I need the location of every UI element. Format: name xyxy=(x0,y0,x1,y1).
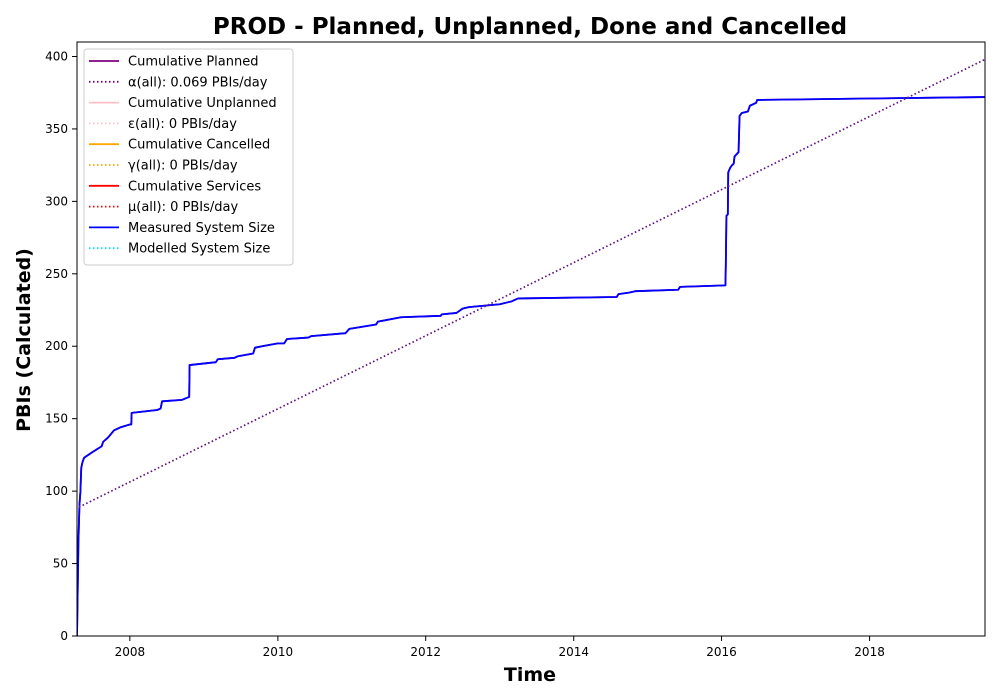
x-axis: 2008 2010 2012 2014 2016 2018 xyxy=(115,636,885,659)
x-axis-title: Time xyxy=(504,664,556,686)
y-tick-label: 250 xyxy=(45,267,68,281)
legend-label: Cumulative Unplanned xyxy=(128,96,277,111)
legend-label: ε(all): 0 PBIs/day xyxy=(128,117,237,132)
x-tick-label: 2014 xyxy=(558,645,589,659)
y-tick-label: 200 xyxy=(45,339,68,353)
legend-label: Cumulative Planned xyxy=(128,55,258,70)
series-line-all-0-069-pbis-day xyxy=(78,58,985,508)
y-tick-label: 50 xyxy=(53,557,68,571)
y-tick-label: 400 xyxy=(45,49,68,63)
x-tick-label: 2018 xyxy=(854,645,885,659)
x-tick-label: 2010 xyxy=(263,645,294,659)
x-tick-label: 2012 xyxy=(410,645,441,659)
y-tick-label: 0 xyxy=(60,629,68,643)
y-tick-label: 350 xyxy=(45,122,68,136)
legend-label: Modelled System Size xyxy=(128,242,270,257)
x-tick-label: 2016 xyxy=(706,645,737,659)
legend-label: μ(all): 0 PBIs/day xyxy=(128,200,238,215)
legend-label: Measured System Size xyxy=(128,221,275,236)
legend-label: Cumulative Cancelled xyxy=(128,138,270,153)
series-line-measured-system-size xyxy=(77,96,985,636)
legend-label: α(all): 0.069 PBIs/day xyxy=(128,75,268,90)
y-tick-label: 100 xyxy=(45,484,68,498)
y-axis-title: PBIs (Calculated) xyxy=(13,248,35,432)
legend-label: Cumulative Services xyxy=(128,179,261,194)
y-tick-label: 150 xyxy=(45,412,68,426)
legend-label: γ(all): 0 PBIs/day xyxy=(128,159,238,174)
plot-frame xyxy=(76,41,986,637)
chart-title: PROD - Planned, Unplanned, Done and Canc… xyxy=(213,14,847,40)
plot-area xyxy=(77,58,985,636)
legend-box xyxy=(83,48,294,266)
x-tick-label: 2008 xyxy=(115,645,146,659)
y-axis: 0 50 100 150 200 250 300 350 400 xyxy=(45,49,77,643)
legend: Cumulative Planned α(all): 0.069 PBIs/day… xyxy=(83,48,294,266)
y-tick-label: 300 xyxy=(45,194,68,208)
